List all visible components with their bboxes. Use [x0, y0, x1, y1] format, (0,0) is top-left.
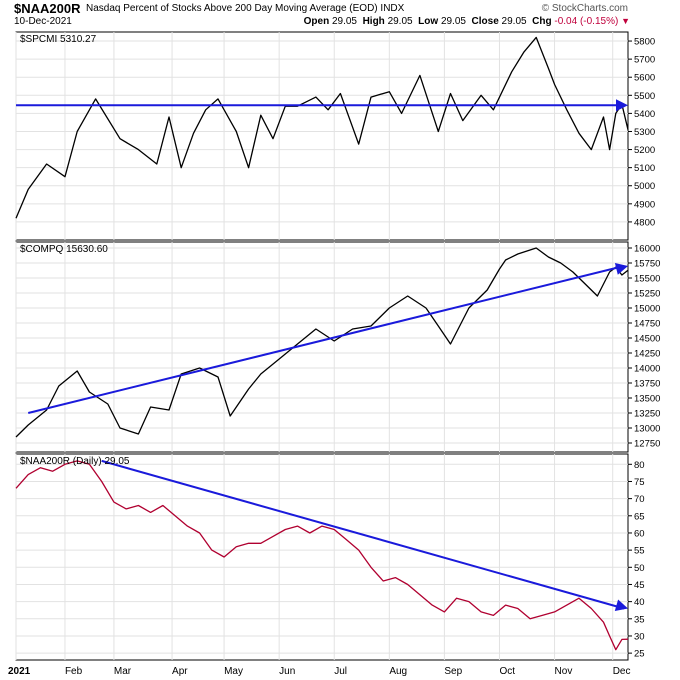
ytick-label-bottom-4: 60	[634, 528, 645, 539]
symbol-title: $NAA200R	[14, 1, 81, 16]
close-value: 29.05	[501, 16, 527, 27]
xtick-label-7: Aug	[389, 666, 407, 677]
ytick-label-middle-12: 13000	[634, 424, 660, 435]
series-line-middle	[15, 247, 629, 438]
ytick-label-bottom-1: 75	[634, 477, 645, 488]
chart-header: $NAA200R Nasdaq Percent of Stocks Above …	[0, 0, 680, 30]
close-label: Close	[471, 16, 499, 27]
ytick-label-bottom-6: 50	[634, 563, 645, 574]
chg-value: -0.04 (-0.15%)	[554, 16, 619, 27]
open-value: 29.05	[331, 16, 357, 27]
xtick-label-6: Jul	[334, 666, 347, 677]
ytick-label-top-0: 5800	[634, 37, 655, 48]
panel-frame-top	[15, 31, 629, 241]
ytick-label-top-4: 5400	[634, 109, 655, 120]
high-value: 29.05	[387, 16, 413, 27]
panel-frame-bottom	[15, 453, 629, 661]
xtick-label-8: Sep	[444, 666, 462, 677]
xtick-label-5: Jun	[279, 666, 295, 677]
quote-date: 10-Dec-2021	[14, 16, 72, 27]
ytick-label-bottom-7: 45	[634, 580, 645, 591]
ytick-label-top-7: 5100	[634, 163, 655, 174]
xtick-label-2: Mar	[114, 666, 132, 677]
trendline-bottom	[101, 459, 625, 610]
xtick-label-3: Apr	[172, 666, 188, 677]
ytick-label-bottom-0: 80	[634, 460, 645, 471]
ytick-label-bottom-2: 70	[634, 494, 645, 505]
ytick-label-middle-10: 13500	[634, 394, 660, 405]
trendline-arrow-middle	[614, 263, 628, 275]
quote-values: Open 29.05 High 29.05 Low 29.05 Close 29…	[304, 16, 630, 27]
panel-title-middle: $COMPQ 15630.60	[20, 244, 108, 255]
ytick-label-top-10: 4800	[634, 217, 655, 228]
ytick-label-bottom-3: 65	[634, 511, 645, 522]
xtick-label-9: Oct	[499, 666, 515, 677]
ytick-label-middle-2: 15500	[634, 274, 660, 285]
trendline-arrow-top	[616, 99, 628, 112]
ytick-label-middle-7: 14250	[634, 349, 660, 360]
ytick-label-middle-6: 14500	[634, 334, 660, 345]
brand-label[interactable]: © StockCharts.com	[541, 3, 628, 14]
ytick-label-top-6: 5200	[634, 145, 655, 156]
xtick-label-4: May	[224, 666, 243, 677]
ytick-label-bottom-10: 30	[634, 631, 645, 642]
symbol-description: Nasdaq Percent of Stocks Above 200 Day M…	[86, 3, 405, 14]
ytick-label-middle-3: 15250	[634, 289, 660, 300]
xtick-label-1: Feb	[65, 666, 83, 677]
ytick-label-middle-0: 16000	[634, 244, 660, 255]
ytick-label-top-1: 5700	[634, 55, 655, 66]
xtick-label-0: 2021	[8, 666, 31, 677]
panel-title-top: $SPCMI 5310.27	[20, 34, 97, 45]
ytick-label-bottom-11: 25	[634, 649, 645, 660]
panel-title-bottom: $NAA200R (Daily) 29.05	[20, 456, 130, 467]
ytick-label-bottom-9: 35	[634, 614, 645, 625]
chg-label: Chg	[532, 16, 552, 27]
series-line-top	[15, 36, 629, 219]
ytick-label-middle-13: 12750	[634, 439, 660, 450]
ytick-label-middle-11: 13250	[634, 409, 660, 420]
ytick-label-middle-4: 15000	[634, 304, 660, 315]
ytick-label-top-3: 5500	[634, 91, 655, 102]
ytick-label-middle-8: 14000	[634, 364, 660, 375]
trendline-arrow-bottom	[614, 599, 628, 611]
open-label: Open	[303, 16, 330, 27]
ytick-label-top-2: 5600	[634, 73, 655, 84]
panel-frame-middle	[15, 241, 629, 453]
ytick-label-bottom-8: 40	[634, 597, 645, 608]
series-line-bottom	[15, 460, 629, 651]
ytick-label-middle-1: 15750	[634, 259, 660, 270]
low-value: 29.05	[440, 16, 466, 27]
down-triangle-icon: ▼	[621, 16, 630, 26]
trendline-middle	[28, 265, 625, 414]
ytick-label-top-8: 5000	[634, 181, 655, 192]
ytick-label-bottom-5: 55	[634, 546, 645, 557]
low-label: Low	[418, 16, 439, 27]
high-label: High	[362, 16, 385, 27]
xtick-label-11: Dec	[613, 666, 631, 677]
ytick-label-top-9: 4900	[634, 199, 655, 210]
ytick-label-middle-9: 13750	[634, 379, 660, 390]
xtick-label-10: Nov	[555, 666, 573, 677]
ytick-label-middle-5: 14750	[634, 319, 660, 330]
ytick-label-top-5: 5300	[634, 127, 655, 138]
